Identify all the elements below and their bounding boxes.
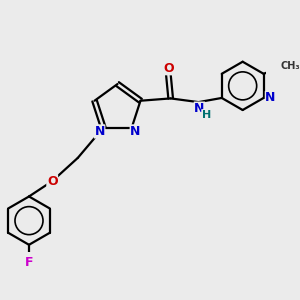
Text: N: N: [130, 125, 141, 138]
Text: N: N: [266, 92, 276, 104]
Text: O: O: [163, 62, 174, 75]
Text: N: N: [94, 125, 105, 138]
Text: O: O: [47, 175, 58, 188]
Text: CH₃: CH₃: [281, 61, 300, 71]
Text: H: H: [202, 110, 211, 120]
Text: F: F: [25, 256, 33, 269]
Text: N: N: [194, 102, 205, 115]
